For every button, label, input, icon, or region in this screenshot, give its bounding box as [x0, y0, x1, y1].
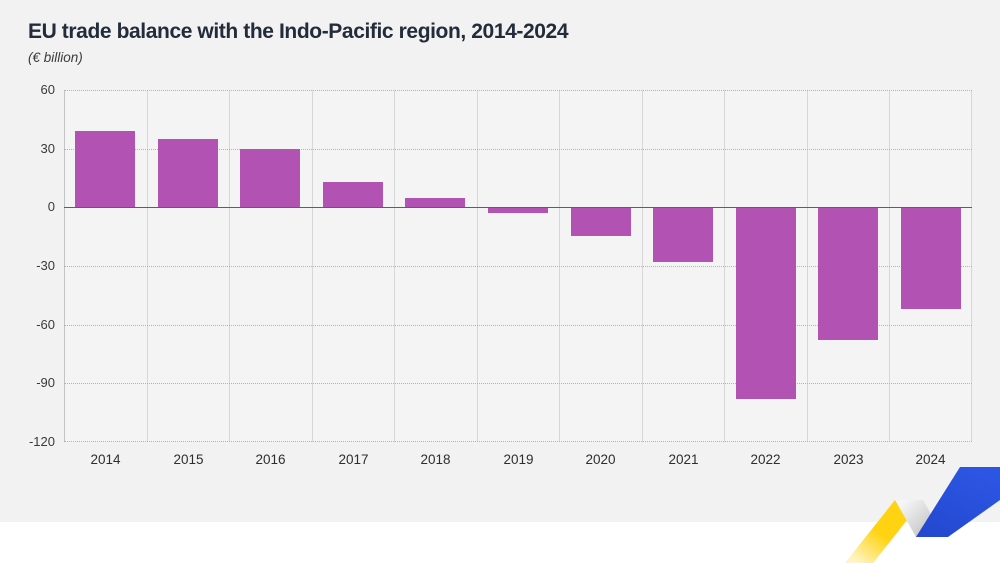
x-tick-2024: 2024 — [915, 452, 946, 467]
y-tick-30: 30 — [40, 141, 55, 156]
zero-axis-line — [64, 207, 972, 208]
x-tick-2021: 2021 — [668, 452, 699, 467]
bar-2024 — [901, 207, 961, 309]
y-tick--90: -90 — [36, 375, 55, 390]
x-tick-2022: 2022 — [750, 452, 781, 467]
gridline-h--60 — [64, 325, 972, 326]
bar-2015 — [158, 139, 218, 207]
ribbon-yellow-segment — [845, 500, 923, 563]
x-tick-2015: 2015 — [173, 452, 204, 467]
x-tick-2020: 2020 — [585, 452, 616, 467]
gridline-h--120 — [64, 441, 972, 442]
x-tick-2014: 2014 — [90, 452, 121, 467]
bar-2017 — [323, 182, 383, 207]
footer-strip: eurostat — [0, 522, 1000, 563]
bar-2019 — [488, 207, 548, 213]
x-tick-2017: 2017 — [338, 452, 369, 467]
y-tick--60: -60 — [36, 317, 55, 332]
chart-title: EU trade balance with the Indo-Pacific r… — [28, 20, 569, 43]
gridline-h-60 — [64, 90, 972, 91]
y-tick--120: -120 — [28, 434, 55, 449]
y-tick-60: 60 — [40, 82, 55, 97]
chart-unit-subtitle: (€ billion) — [28, 50, 83, 65]
gridline-h-30 — [64, 149, 972, 150]
bar-2016 — [240, 149, 300, 208]
bar-2020 — [571, 207, 631, 236]
x-tick-2016: 2016 — [255, 452, 286, 467]
y-tick-0: 0 — [47, 199, 55, 214]
gridline-h--30 — [64, 266, 972, 267]
plot-area — [64, 90, 972, 442]
x-tick-2019: 2019 — [503, 452, 534, 467]
y-tick--30: -30 — [36, 258, 55, 273]
ribbon-blue-segment — [916, 467, 1000, 537]
bar-2021 — [653, 207, 713, 262]
x-tick-2023: 2023 — [833, 452, 864, 467]
bar-2022 — [736, 207, 796, 399]
bar-2023 — [818, 207, 878, 340]
gridline-h--90 — [64, 383, 972, 384]
bar-2018 — [405, 198, 465, 208]
x-tick-2018: 2018 — [420, 452, 451, 467]
bar-2014 — [75, 131, 135, 207]
zigzag-ribbon-graphic — [845, 467, 1000, 563]
